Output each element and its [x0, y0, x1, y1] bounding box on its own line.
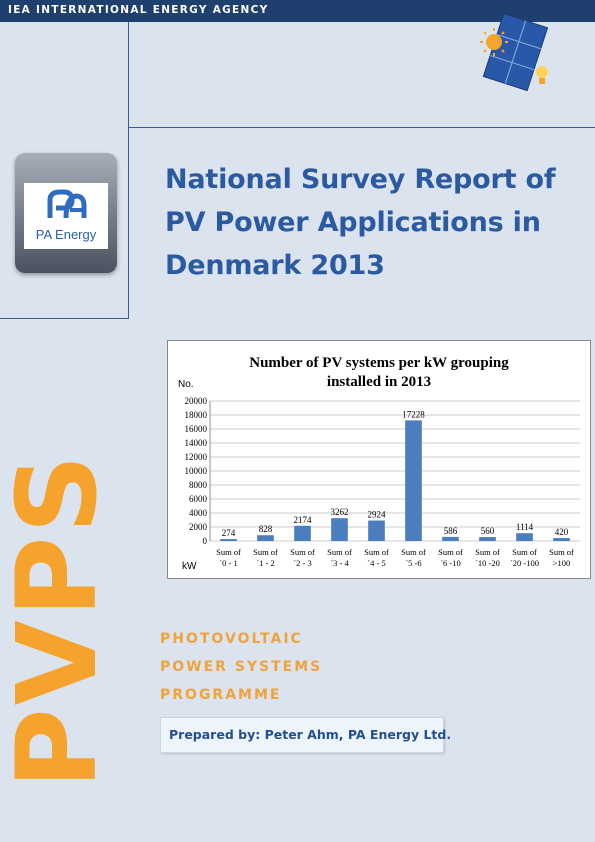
company-logo: PA Energy	[15, 153, 117, 273]
x-tick-label: ´2 - 3	[293, 558, 311, 568]
programme-name: PHOTOVOLTAIC POWER SYSTEMS PROGRAMME	[160, 625, 322, 709]
agency-name: IEA INTERNATIONAL ENERGY AGENCY	[8, 4, 269, 16]
divider-horizontal-bottom	[0, 318, 129, 319]
x-tick-label: Sum of	[438, 547, 463, 557]
bar	[257, 535, 274, 541]
pa-energy-logo-icon	[47, 189, 87, 219]
chart-title-line-1: Number of PV systems per kW grouping	[249, 355, 509, 371]
x-tick-label: ´3 - 4	[330, 558, 349, 568]
y-tick-label: 4000	[189, 508, 208, 518]
bar	[553, 538, 570, 541]
data-label: 828	[259, 524, 273, 534]
x-tick-label: Sum of	[475, 547, 500, 557]
programme-line-3: PROGRAMME	[160, 687, 282, 703]
title-line-2: PV Power Applications in	[165, 207, 541, 238]
bar-chart: Number of PV systems per kW grouping ins…	[167, 340, 591, 579]
y-tick-label: 2000	[189, 522, 208, 532]
y-tick-label: 14000	[185, 438, 208, 448]
bar	[220, 539, 237, 541]
divider-horizontal-top	[128, 127, 595, 128]
x-tick-label: Sum of	[364, 547, 389, 557]
y-tick-label: 8000	[189, 480, 208, 490]
x-tick-label: ´20 -100	[510, 558, 539, 568]
x-tick-label: Sum of	[401, 547, 426, 557]
data-label: 560	[481, 526, 495, 536]
chart-canvas: Number of PV systems per kW grouping ins…	[178, 355, 580, 572]
solar-panel-sun-icon	[480, 14, 549, 92]
chart-title-line-2: installed in 2013	[327, 374, 431, 390]
bar	[331, 518, 348, 541]
divider-vertical	[128, 22, 129, 318]
x-tick-label: ´5 -6	[405, 558, 421, 568]
data-label: 1114	[516, 522, 534, 532]
report-title: National Survey Report of PV Power Appli…	[165, 158, 585, 287]
y-tick-label: 20000	[185, 396, 208, 406]
bar	[368, 520, 385, 541]
y-tick-label: 6000	[189, 494, 208, 504]
prepared-by-box: Prepared by: Peter Ahm, PA Energy Ltd.	[160, 717, 451, 753]
bar	[405, 420, 422, 541]
prepared-by-text: Prepared by: Peter Ahm, PA Energy Ltd.	[169, 727, 452, 742]
title-line-1: National Survey Report of	[165, 164, 556, 195]
x-tick-label: Sum of	[253, 547, 278, 557]
x-tick-label: ´6 -10	[440, 558, 461, 568]
data-label: 2924	[368, 510, 387, 520]
x-tick-label: Sum of	[216, 547, 241, 557]
data-label: 586	[444, 526, 458, 536]
x-tick-label: ´10 -20	[475, 558, 500, 568]
bar	[294, 525, 311, 541]
x-tick-label: ´0 - 1	[219, 558, 237, 568]
bar	[516, 533, 533, 541]
x-tick-label: Sum of	[327, 547, 352, 557]
title-line-3: Denmark 2013	[165, 250, 385, 281]
y-tick-label: 18000	[185, 410, 208, 420]
data-label: 2174	[294, 515, 313, 525]
x-tick-label: ´1 - 2	[256, 558, 274, 568]
logo-company-name: PA Energy	[35, 227, 97, 242]
programme-line-1: PHOTOVOLTAIC	[160, 631, 303, 647]
data-label: 3262	[331, 507, 349, 517]
header-bar: IEA INTERNATIONAL ENERGY AGENCY	[0, 0, 595, 22]
x-tick-label: Sum of	[549, 547, 574, 557]
data-label: 420	[555, 527, 569, 537]
x-tick-label: Sum of	[290, 547, 315, 557]
bar	[442, 536, 459, 541]
y-axis-label: No.	[178, 379, 194, 390]
y-tick-label: 10000	[185, 466, 208, 476]
data-label: 17228	[402, 409, 425, 419]
bar	[479, 537, 496, 541]
x-tick-label: ´4 - 5	[367, 558, 385, 568]
y-tick-label: 0	[203, 536, 208, 546]
x-tick-label: Sum of	[512, 547, 537, 557]
x-tick-label: >100	[553, 558, 571, 568]
data-label: 274	[222, 528, 236, 538]
y-tick-label: 12000	[185, 452, 208, 462]
y-tick-label: 16000	[185, 424, 208, 434]
x-axis-label: kW	[182, 561, 197, 572]
programme-line-2: POWER SYSTEMS	[160, 659, 323, 675]
pvps-wordmark: PVPS	[0, 451, 121, 789]
